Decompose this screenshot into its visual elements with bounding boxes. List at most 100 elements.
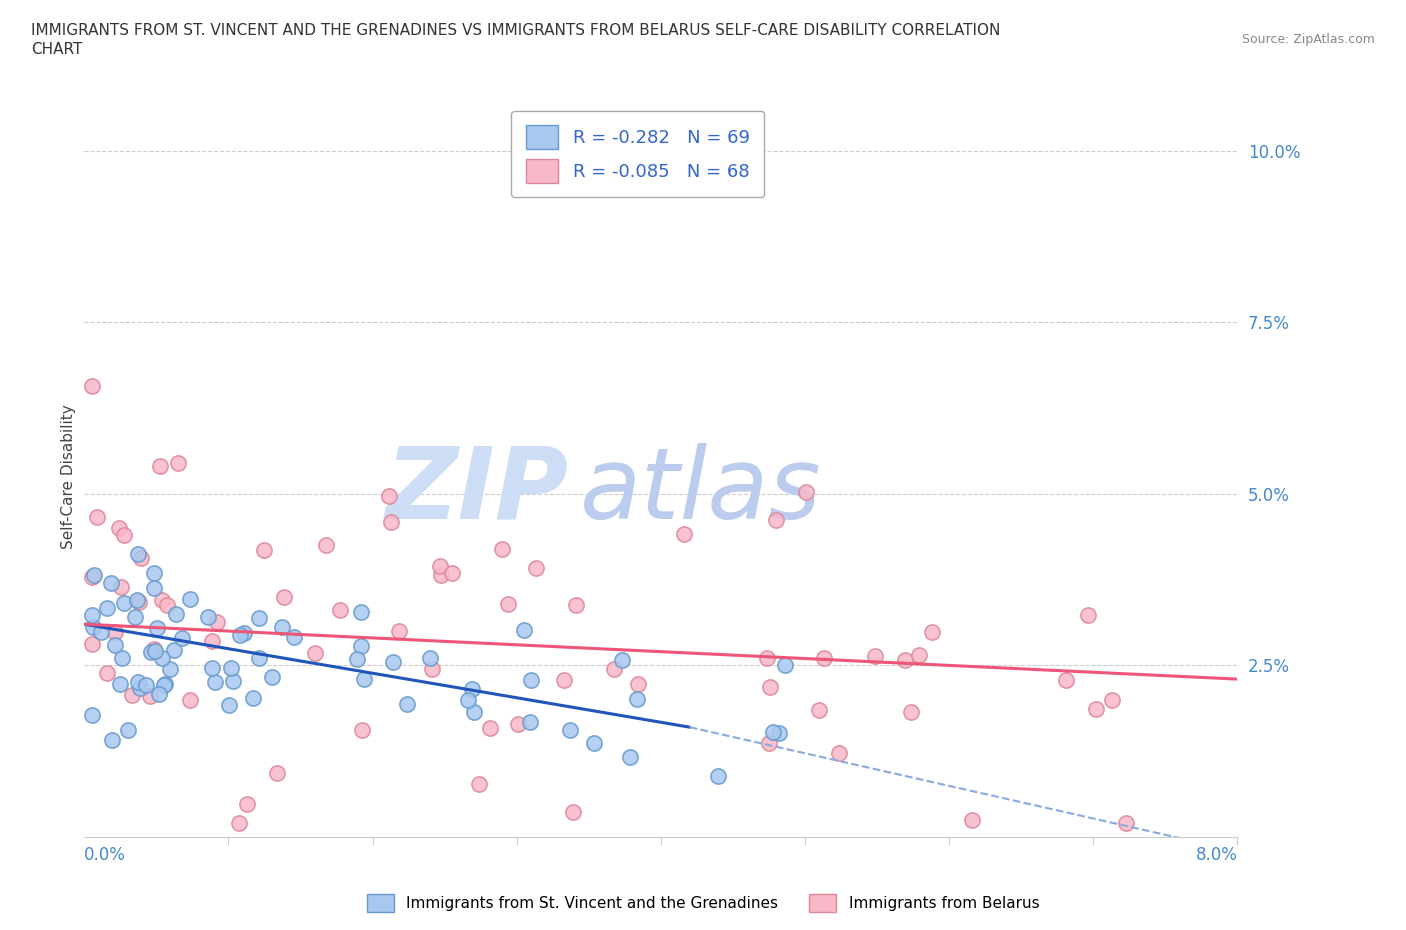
- Point: [429, 558, 451, 573]
- Point: [128, 681, 150, 696]
- Point: [619, 750, 641, 764]
- Point: [524, 560, 547, 575]
- Point: [813, 650, 835, 665]
- Point: [142, 565, 165, 580]
- Point: [329, 603, 352, 618]
- Point: [350, 604, 373, 619]
- Point: [388, 623, 411, 638]
- Point: [468, 777, 491, 791]
- Point: [165, 606, 187, 621]
- Point: [139, 688, 162, 703]
- Point: [508, 717, 530, 732]
- Point: [378, 488, 401, 503]
- Point: [149, 459, 172, 474]
- Legend: R = -0.282   N = 69, R = -0.085   N = 68: R = -0.282 N = 69, R = -0.085 N = 68: [512, 111, 765, 197]
- Point: [900, 704, 922, 719]
- Point: [162, 643, 184, 658]
- Point: [273, 590, 295, 604]
- Point: [583, 736, 606, 751]
- Point: [350, 638, 373, 653]
- Legend: Immigrants from St. Vincent and the Grenadines, Immigrants from Belarus: Immigrants from St. Vincent and the Gren…: [360, 888, 1046, 918]
- Point: [221, 673, 243, 688]
- Point: [129, 551, 152, 565]
- Point: [553, 673, 575, 688]
- Point: [266, 766, 288, 781]
- Point: [139, 644, 162, 659]
- Point: [201, 633, 224, 648]
- Point: [461, 681, 484, 696]
- Point: [756, 650, 779, 665]
- Point: [247, 651, 270, 666]
- Point: [112, 527, 135, 542]
- Point: [380, 514, 402, 529]
- Point: [146, 621, 169, 636]
- Point: [863, 649, 886, 664]
- Point: [921, 625, 943, 640]
- Point: [247, 611, 270, 626]
- Point: [86, 510, 108, 525]
- Point: [143, 644, 166, 658]
- Point: [142, 581, 165, 596]
- Point: [150, 651, 173, 666]
- Point: [96, 666, 118, 681]
- Point: [673, 526, 696, 541]
- Text: 0.0%: 0.0%: [84, 845, 127, 864]
- Point: [353, 671, 375, 686]
- Point: [148, 686, 170, 701]
- Point: [108, 521, 131, 536]
- Point: [626, 691, 648, 706]
- Text: 8.0%: 8.0%: [1195, 845, 1237, 864]
- Point: [204, 674, 226, 689]
- Point: [82, 708, 104, 723]
- Point: [395, 697, 418, 711]
- Point: [103, 625, 125, 640]
- Point: [218, 698, 240, 712]
- Point: [172, 631, 194, 645]
- Point: [513, 623, 536, 638]
- Point: [179, 591, 201, 606]
- Point: [706, 768, 728, 783]
- Point: [205, 614, 228, 629]
- Point: [80, 636, 103, 651]
- Point: [100, 576, 122, 591]
- Point: [283, 630, 305, 644]
- Point: [762, 724, 785, 739]
- Point: [463, 704, 485, 719]
- Point: [101, 733, 124, 748]
- Point: [153, 678, 176, 693]
- Point: [125, 593, 148, 608]
- Point: [350, 723, 373, 737]
- Point: [603, 662, 626, 677]
- Point: [773, 658, 796, 672]
- Point: [159, 662, 181, 677]
- Point: [565, 597, 588, 612]
- Point: [153, 677, 176, 692]
- Point: [496, 597, 519, 612]
- Point: [262, 670, 284, 684]
- Point: [80, 607, 103, 622]
- Point: [796, 485, 818, 500]
- Point: [179, 693, 201, 708]
- Point: [236, 796, 259, 811]
- Point: [127, 547, 149, 562]
- Point: [558, 723, 581, 737]
- Point: [1077, 607, 1099, 622]
- Point: [112, 595, 135, 610]
- Point: [491, 541, 513, 556]
- Point: [419, 651, 441, 666]
- Point: [429, 568, 451, 583]
- Point: [110, 579, 132, 594]
- Point: [110, 651, 132, 666]
- Point: [807, 703, 830, 718]
- Point: [201, 661, 224, 676]
- Text: CHART: CHART: [31, 42, 83, 57]
- Point: [124, 610, 146, 625]
- Point: [610, 652, 633, 667]
- Point: [80, 569, 103, 584]
- Point: [155, 598, 177, 613]
- Point: [765, 512, 787, 527]
- Point: [228, 816, 250, 830]
- Point: [197, 609, 219, 624]
- Point: [128, 595, 150, 610]
- Point: [441, 565, 464, 580]
